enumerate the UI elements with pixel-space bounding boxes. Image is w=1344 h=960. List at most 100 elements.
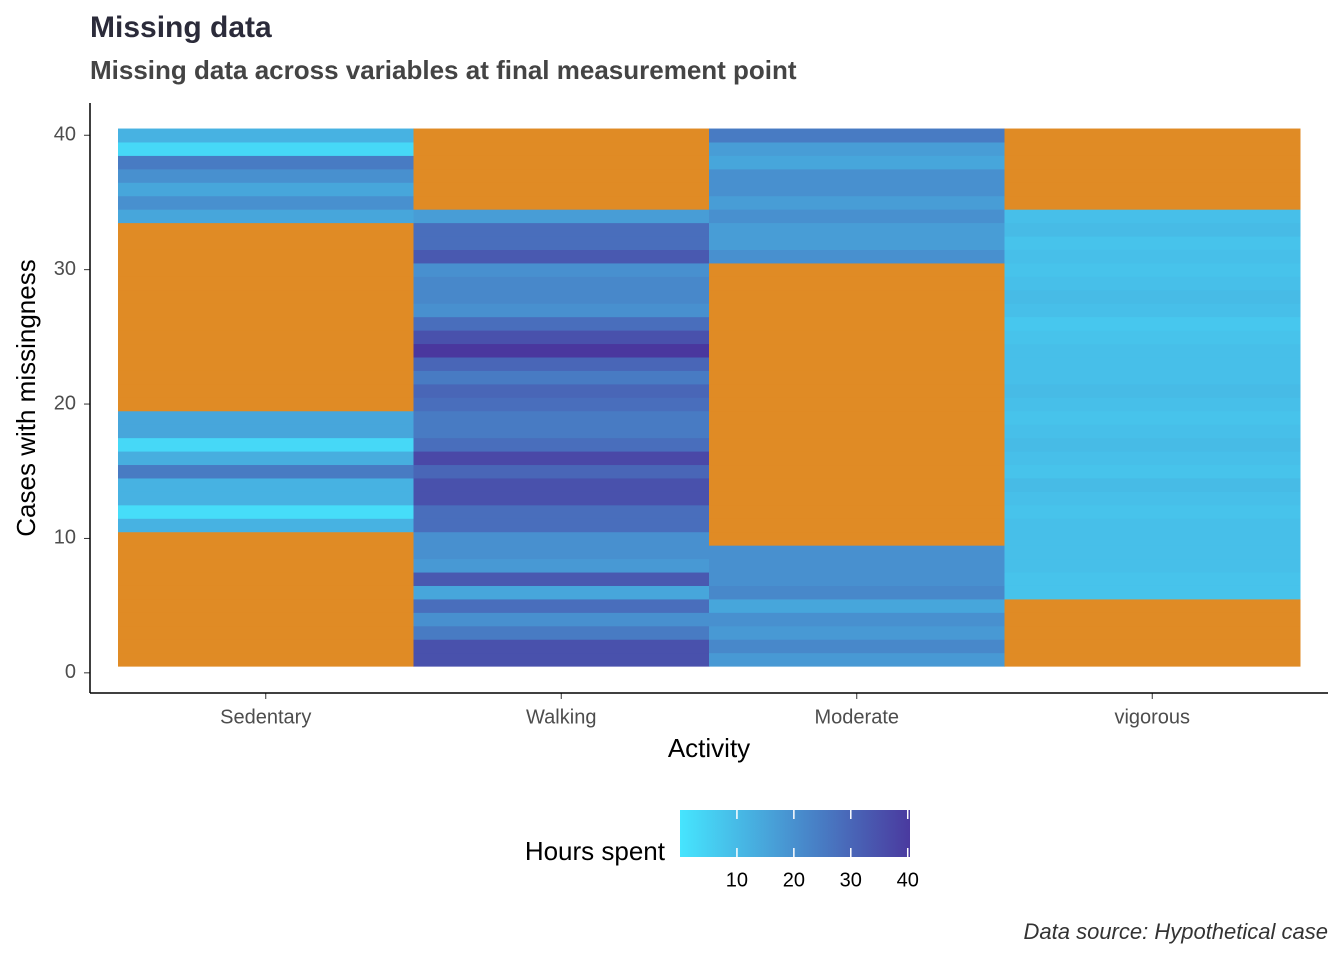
tile [413,612,710,627]
tile [118,383,414,398]
tile [1004,276,1301,291]
y-axis-title: Cases with missingness [11,259,41,536]
legend-tick-label: 10 [726,869,748,891]
tile [118,195,414,210]
tile [1004,531,1301,546]
tile [118,437,414,452]
tile [118,249,414,264]
tile [1004,397,1301,412]
tile [413,168,710,183]
tile [118,598,414,613]
tile [709,209,1005,224]
tile [413,289,710,304]
tile [118,518,414,533]
x-tick-label: Sedentary [220,706,311,728]
tile [118,128,414,143]
tile [118,182,414,197]
tile [413,370,710,385]
tile [709,639,1005,654]
tile [709,518,1005,533]
tile [709,531,1005,546]
legend-title: Hours spent [525,836,666,866]
colorbar [680,810,910,857]
tile [413,222,710,237]
tile [1004,262,1301,277]
tile [413,155,710,170]
tile [413,128,710,143]
tile [709,222,1005,237]
x-axis-title: Activity [668,733,750,763]
tile [1004,316,1301,331]
tile [118,545,414,560]
tile [1004,128,1301,143]
tile [118,236,414,250]
tile [709,410,1005,425]
tile [118,652,414,667]
tile [709,370,1005,385]
tile [1004,625,1301,640]
tile [118,424,414,439]
tile [709,464,1005,479]
tile [1004,639,1301,654]
tile [413,397,710,412]
tile [1004,477,1301,492]
tile [1004,572,1301,586]
tile [709,383,1005,398]
tile [1004,343,1301,358]
tile [118,155,414,170]
tile [118,357,414,371]
x-tick-label: vigorous [1114,706,1190,728]
tile [118,370,414,385]
tile [1004,545,1301,560]
tile [709,195,1005,210]
tile [413,464,710,479]
tile [1004,437,1301,452]
tile [118,531,414,546]
tile [413,451,710,466]
tile [413,303,710,318]
tile [1004,491,1301,506]
tile [709,168,1005,183]
tile [1004,141,1301,156]
tile [709,598,1005,613]
tile [709,330,1005,345]
tile [413,437,710,452]
tile [1004,303,1301,318]
tile [413,316,710,331]
tile [709,504,1005,519]
tile [709,276,1005,291]
tile [413,518,710,533]
tile [413,531,710,546]
caption: Data source: Hypothetical case [1024,919,1329,944]
tile [709,437,1005,452]
tile [413,410,710,425]
tile [118,276,414,291]
y-tick-label: 0 [65,661,76,683]
tile [413,545,710,560]
tile [1004,330,1301,345]
tile [1004,182,1301,197]
tile [118,558,414,573]
tile [118,585,414,600]
tile [118,209,414,224]
tile [118,330,414,345]
tile [709,262,1005,277]
tile [709,585,1005,600]
tile [413,276,710,291]
tile [709,397,1005,412]
tile [413,585,710,600]
tile [118,639,414,654]
tile [413,262,710,277]
tile [118,464,414,479]
legend-tick-label: 40 [897,869,919,891]
tile [118,141,414,156]
tile [1004,236,1301,250]
y-tick-label: 40 [54,124,76,146]
tile [709,477,1005,492]
tile [413,330,710,345]
tile [413,182,710,197]
tile [118,612,414,627]
tile [1004,370,1301,385]
tile [413,249,710,264]
